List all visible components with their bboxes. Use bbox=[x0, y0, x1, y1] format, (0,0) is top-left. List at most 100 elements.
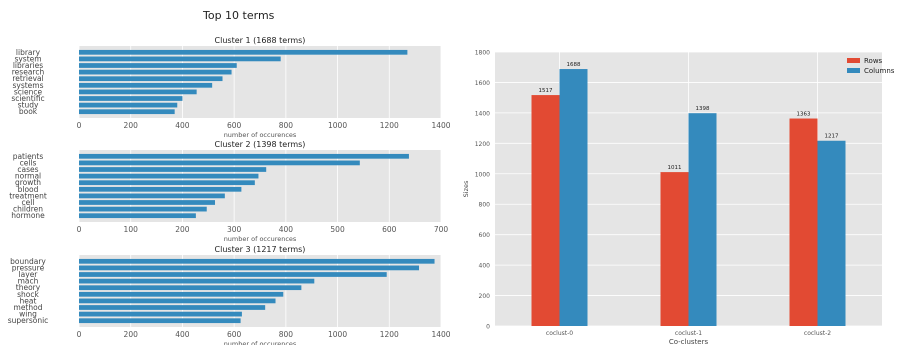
category-label: libraries bbox=[13, 61, 43, 70]
bar bbox=[79, 102, 178, 108]
x-tick-label: coclust-2 bbox=[804, 330, 831, 337]
category-label: shock bbox=[17, 290, 39, 299]
category-label: wing bbox=[19, 310, 37, 319]
x-axis-label: number of occurences bbox=[224, 131, 297, 139]
category-label: mach bbox=[18, 277, 39, 286]
category-label: theory bbox=[16, 283, 41, 292]
bar bbox=[79, 160, 360, 166]
x-tick-label: 400 bbox=[175, 121, 190, 130]
bar bbox=[79, 89, 197, 95]
category-label: treatment bbox=[9, 191, 47, 200]
x-tick-label: 600 bbox=[227, 330, 242, 339]
bar bbox=[817, 140, 846, 326]
bar bbox=[79, 109, 175, 115]
grouped-bar-chart: 0 200 400 600 800 1000 1200 1400 1600 1800 1517 168… bbox=[462, 50, 895, 345]
bar bbox=[79, 265, 420, 271]
category-label: research bbox=[12, 68, 45, 77]
category-label: layer bbox=[19, 270, 39, 279]
y-axis-label: Sizes bbox=[462, 180, 470, 197]
legend-label: Columns bbox=[864, 67, 895, 75]
bar bbox=[559, 69, 588, 326]
hbar-chart-1: 0 200 400 600 800 1000 1200 1400 librarysystemli… bbox=[11, 36, 450, 139]
y-tick-label: 800 bbox=[479, 202, 491, 209]
x-tick-label: 0 bbox=[77, 121, 82, 130]
x-tick-label: 500 bbox=[330, 225, 345, 234]
x-tick-label: coclust-0 bbox=[546, 330, 573, 337]
x-tick-label: 300 bbox=[227, 225, 242, 234]
x-tick-label: 600 bbox=[382, 225, 397, 234]
y-tick-label: 600 bbox=[479, 232, 491, 239]
y-tick-label: 400 bbox=[479, 263, 491, 270]
category-label: systems bbox=[12, 81, 43, 90]
bar bbox=[79, 56, 281, 62]
bar bbox=[79, 213, 196, 219]
x-tick-label: 400 bbox=[279, 225, 294, 234]
x-tick-label: 1000 bbox=[328, 330, 347, 339]
bar bbox=[79, 318, 241, 324]
category-label: cell bbox=[22, 198, 35, 207]
bar bbox=[79, 278, 315, 284]
x-tick-label: 700 bbox=[434, 225, 449, 234]
bar bbox=[79, 291, 284, 297]
category-label: cases bbox=[17, 165, 38, 174]
figure-title: Top 10 terms bbox=[203, 9, 275, 22]
x-tick-label: 0 bbox=[77, 225, 82, 234]
y-tick-label: 1200 bbox=[475, 141, 490, 148]
legend: Rows Columns bbox=[847, 57, 895, 75]
category-label: growth bbox=[15, 178, 41, 187]
bar bbox=[79, 206, 207, 212]
x-tick-label: 100 bbox=[124, 225, 139, 234]
x-tick-label: 1200 bbox=[380, 330, 399, 339]
x-tick-label: 200 bbox=[124, 121, 139, 130]
bar bbox=[79, 49, 408, 55]
category-label: hormone bbox=[11, 211, 45, 220]
x-tick-label: 1400 bbox=[431, 330, 450, 339]
x-tick-label: coclust-1 bbox=[675, 330, 702, 337]
category-label: heat bbox=[20, 296, 37, 305]
bar bbox=[79, 82, 213, 88]
legend-swatch bbox=[847, 58, 860, 63]
category-label: retrieval bbox=[12, 74, 43, 83]
category-label: blood bbox=[18, 185, 39, 194]
x-tick-label: 200 bbox=[124, 330, 139, 339]
x-tick-label: 1200 bbox=[380, 121, 399, 130]
category-label: book bbox=[19, 107, 38, 116]
category-label: supersonic bbox=[8, 316, 49, 325]
bar bbox=[79, 180, 255, 186]
x-tick-label: 0 bbox=[77, 330, 82, 339]
y-tick-label: 1800 bbox=[475, 50, 490, 57]
y-tick-label: 200 bbox=[479, 293, 491, 300]
bar bbox=[79, 76, 223, 82]
chart-title: Cluster 3 (1217 terms) bbox=[215, 245, 306, 254]
bar bbox=[79, 173, 259, 179]
legend-label: Rows bbox=[864, 57, 883, 65]
data-label: 1217 bbox=[825, 134, 839, 140]
category-label: children bbox=[13, 205, 43, 214]
category-label: normal bbox=[15, 172, 41, 181]
x-tick-label: 600 bbox=[227, 121, 242, 130]
data-label: 1517 bbox=[539, 88, 553, 94]
bar bbox=[79, 96, 183, 101]
y-tick-label: 0 bbox=[486, 324, 490, 331]
bar bbox=[79, 298, 276, 304]
bar bbox=[79, 311, 242, 317]
bar bbox=[531, 95, 560, 326]
y-tick-label: 1000 bbox=[475, 171, 490, 178]
bar bbox=[79, 193, 225, 199]
bar bbox=[79, 285, 302, 291]
x-axis-label: number of occurences bbox=[224, 340, 297, 345]
y-tick-label: 1400 bbox=[475, 110, 490, 117]
bar bbox=[79, 69, 232, 75]
bar bbox=[79, 63, 237, 68]
bar bbox=[79, 153, 409, 159]
bar bbox=[789, 118, 818, 326]
x-tick-label: 1000 bbox=[328, 121, 347, 130]
bar bbox=[79, 272, 387, 277]
bar bbox=[79, 305, 266, 310]
x-tick-label: 1400 bbox=[431, 121, 450, 130]
x-tick-label: 400 bbox=[175, 330, 190, 339]
x-axis-label: Co-clusters bbox=[669, 338, 709, 345]
chart-title: Cluster 2 (1398 terms) bbox=[215, 140, 306, 149]
